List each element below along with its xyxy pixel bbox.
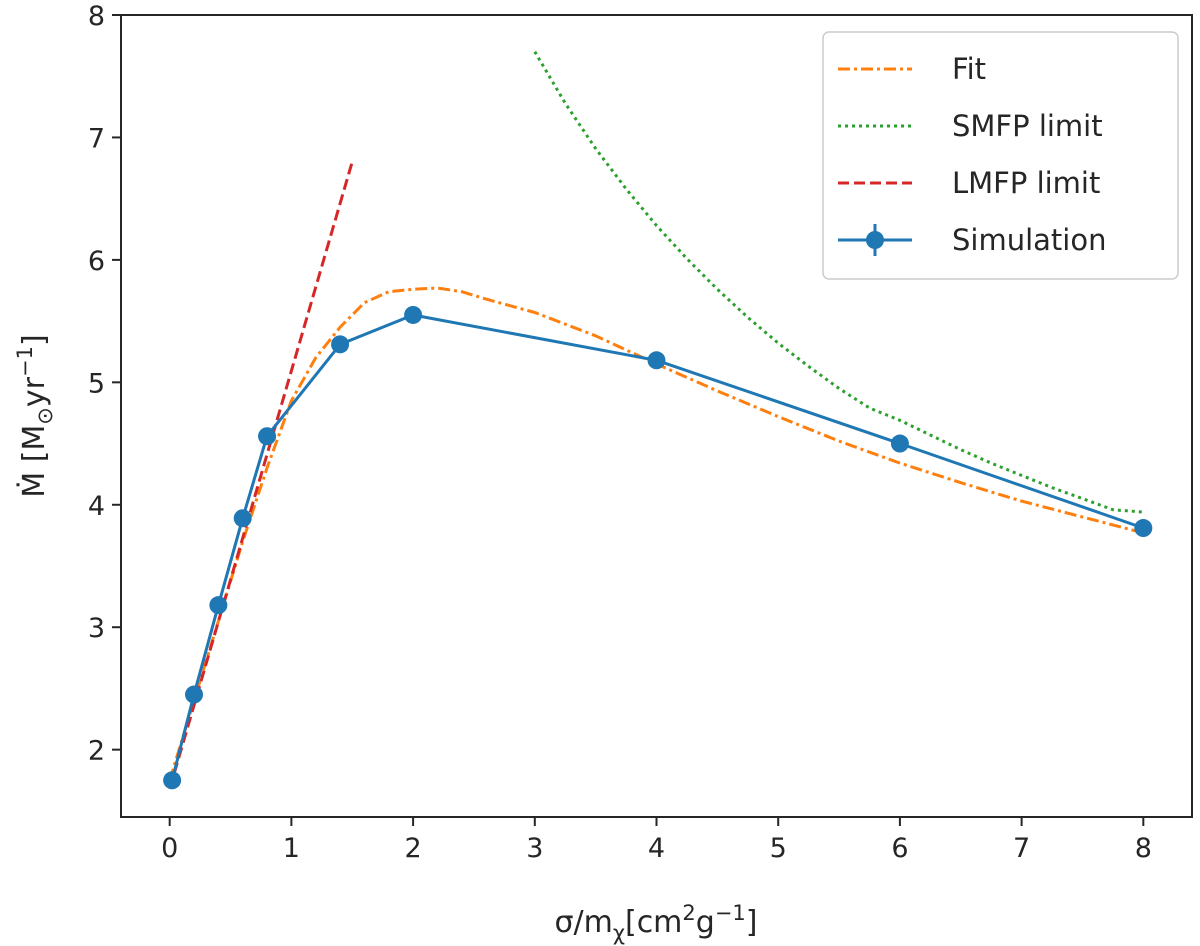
x-tick-label: 7 [1013,833,1030,864]
legend-label-fit: Fit [952,52,986,86]
y-tick-label: 3 [88,613,105,644]
series-line-smfp-limit [533,50,1144,514]
legend-box [822,31,1179,280]
x-tick-label: 4 [648,833,665,864]
y-axis-label: Ṁ [M⊙yr−1] [13,334,57,497]
series-line-lmfp-limit [168,161,354,790]
y-tick-label: 2 [88,736,105,767]
series-layer [163,50,1153,790]
legend-marker-simulation [866,231,884,249]
y-tick-label: 7 [88,123,105,154]
simulation-point [163,771,182,790]
x-tick-label: 2 [404,833,421,864]
x-tick-label: 5 [770,833,787,864]
simulation-point [233,509,252,528]
x-axis: 0 1 2 3 4 5 6 7 8 [161,817,1152,864]
x-tick-label: 6 [891,833,908,864]
legend-entry-smfp: SMFP limit [838,109,1103,143]
y-tick-label: 8 [88,1,105,32]
legend-entry-simulation: Simulation [838,223,1106,257]
simulation-point [185,685,204,704]
legend-label-simulation: Simulation [952,223,1106,257]
x-tick-label: 8 [1135,833,1152,864]
legend-entry-lmfp: LMFP limit [838,166,1100,200]
series-line-simulation [170,313,1144,781]
simulation-point [647,351,666,370]
legend-label-smfp: SMFP limit [952,109,1103,143]
legend: Fit SMFP limit LMFP limit Simulation [822,31,1179,280]
x-tick-label: 3 [526,833,543,864]
series-line-fit [168,286,1144,781]
simulation-point [404,305,423,324]
legend-label-lmfp: LMFP limit [952,166,1100,200]
x-tick-label: 1 [283,833,300,864]
y-tick-label: 6 [88,246,105,277]
y-tick-label: 5 [88,368,105,399]
x-tick-label: 0 [161,833,178,864]
y-axis: 2 3 4 5 6 7 8 [88,1,121,767]
y-tick-label: 4 [88,491,105,522]
simulation-point [331,335,350,354]
simulation-point [209,596,228,615]
x-axis-label: σ/mχ[cm2g−1] [554,901,757,945]
legend-entry-fit: Fit [838,52,986,86]
simulation-point [1134,519,1153,538]
simulation-point [890,434,909,453]
simulation-point [258,427,277,446]
